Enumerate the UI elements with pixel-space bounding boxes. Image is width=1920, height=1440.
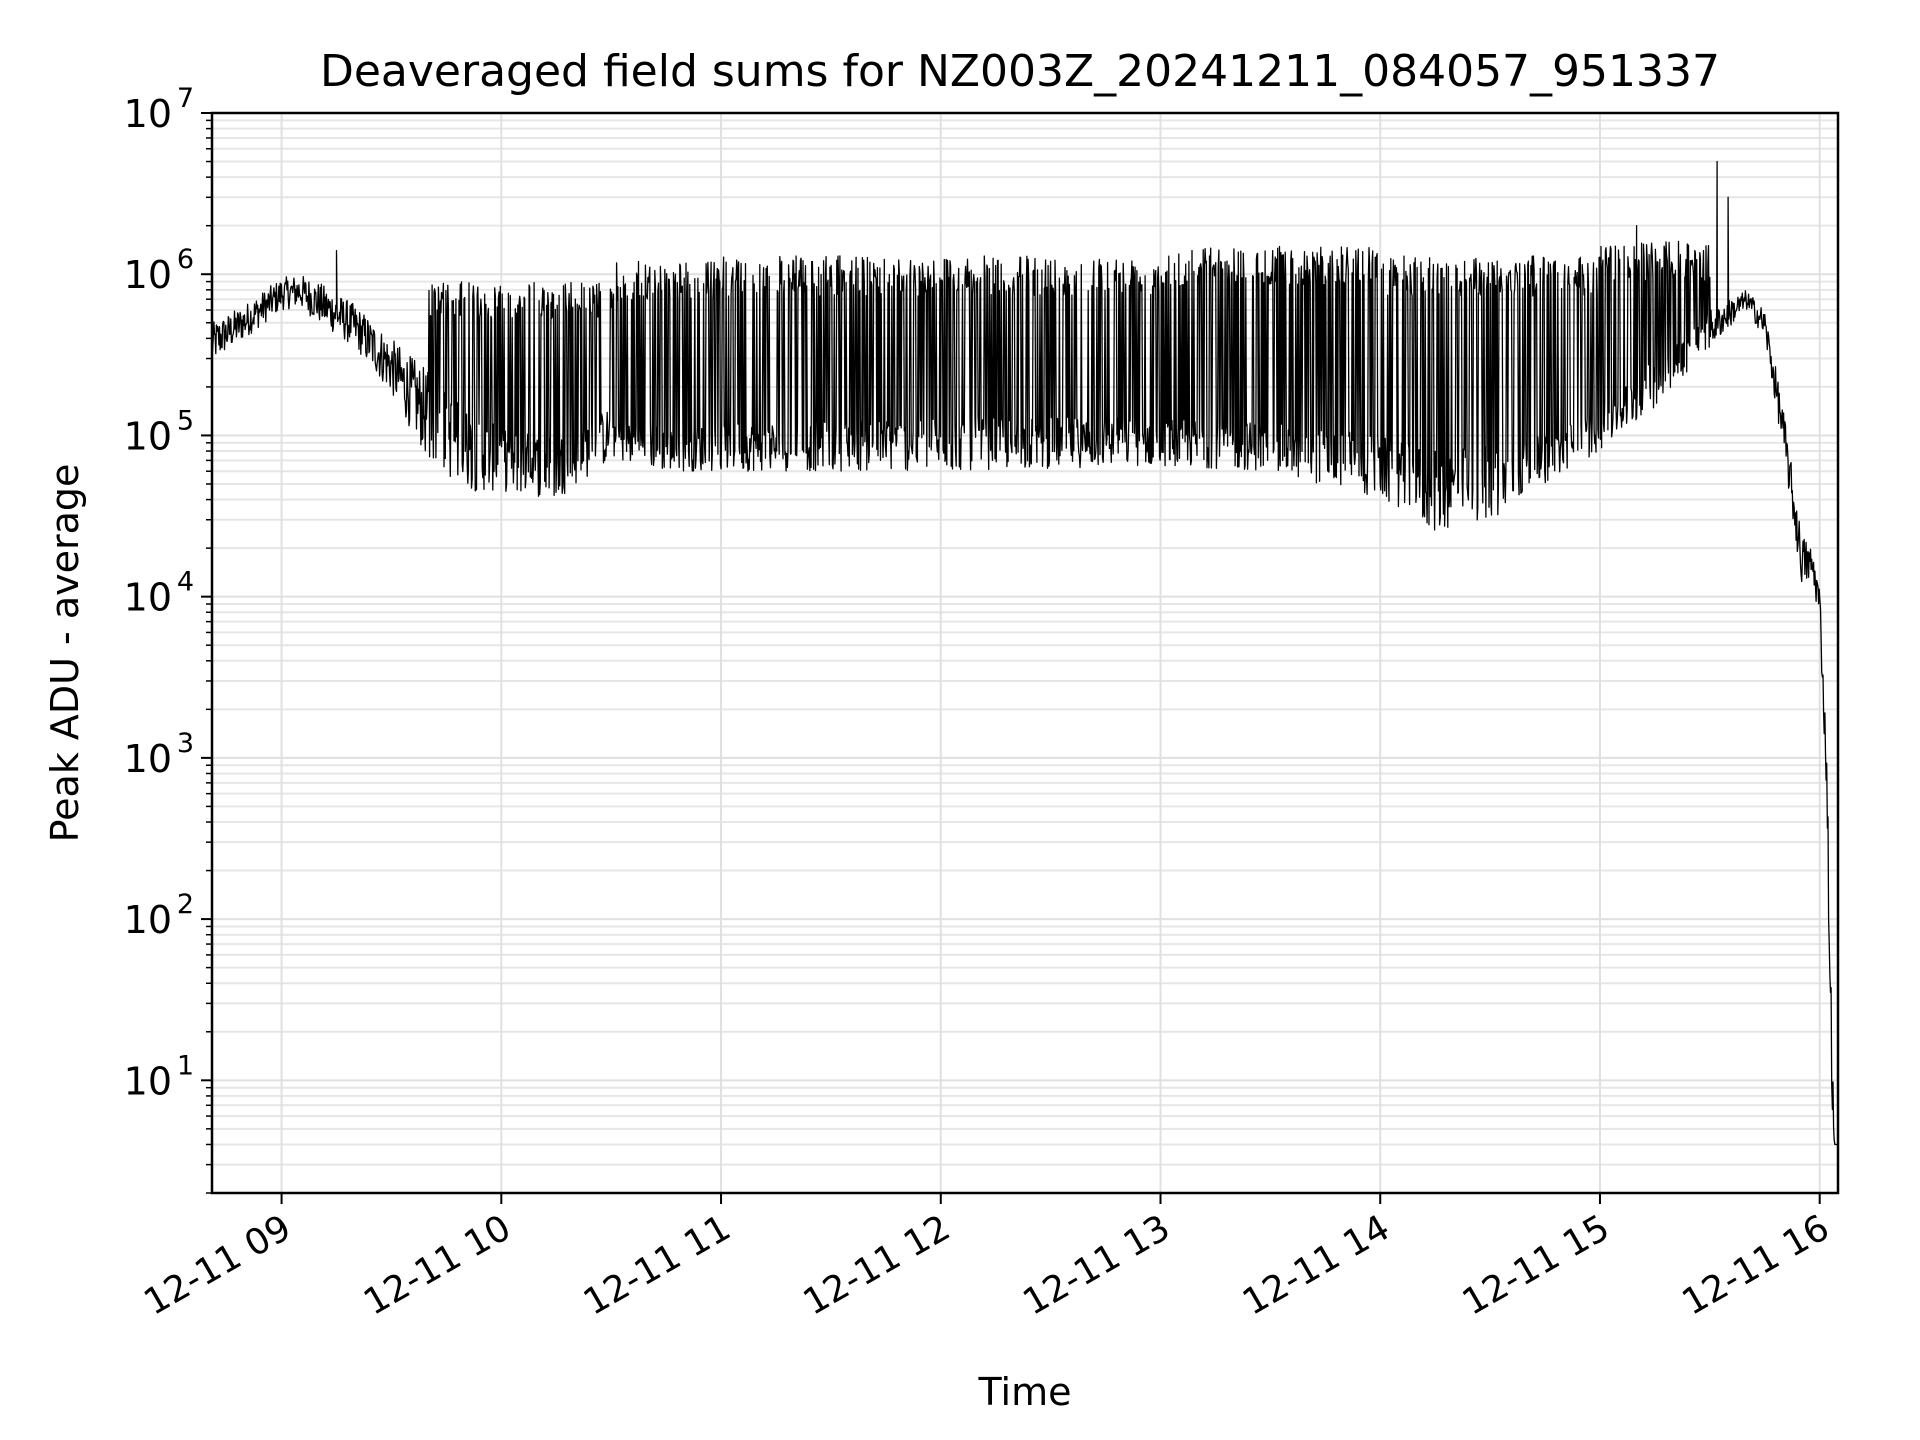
y-tick-label-exponent: 3 (177, 728, 194, 759)
y-tick-label: 10 (124, 92, 172, 136)
y-tick-label-exponent: 6 (177, 244, 194, 275)
axes-frame (210, 111, 1840, 1195)
series-group (211, 160, 1839, 1146)
series-line (211, 160, 1839, 1146)
y-tick-label-exponent: 2 (177, 889, 194, 920)
y-tick-label-exponent: 7 (177, 83, 194, 114)
y-tick-label-exponent: 1 (177, 1050, 194, 1081)
y-axis-label: Peak ADU - average (43, 464, 87, 843)
y-tick-label: 10 (124, 253, 172, 297)
y-tick-label: 10 (124, 898, 172, 942)
y-tick-label: 10 (124, 414, 172, 458)
y-tick-label-exponent: 5 (177, 405, 194, 436)
x-axis-label: Time (978, 1370, 1072, 1414)
y-tick-label-exponent: 4 (177, 567, 194, 598)
y-tick-label: 10 (124, 1059, 172, 1103)
y-tick-label: 10 (124, 576, 172, 620)
chart-title: Deaveraged field sums for NZ003Z_2024121… (320, 46, 1720, 97)
y-tick-label: 10 (124, 737, 172, 781)
